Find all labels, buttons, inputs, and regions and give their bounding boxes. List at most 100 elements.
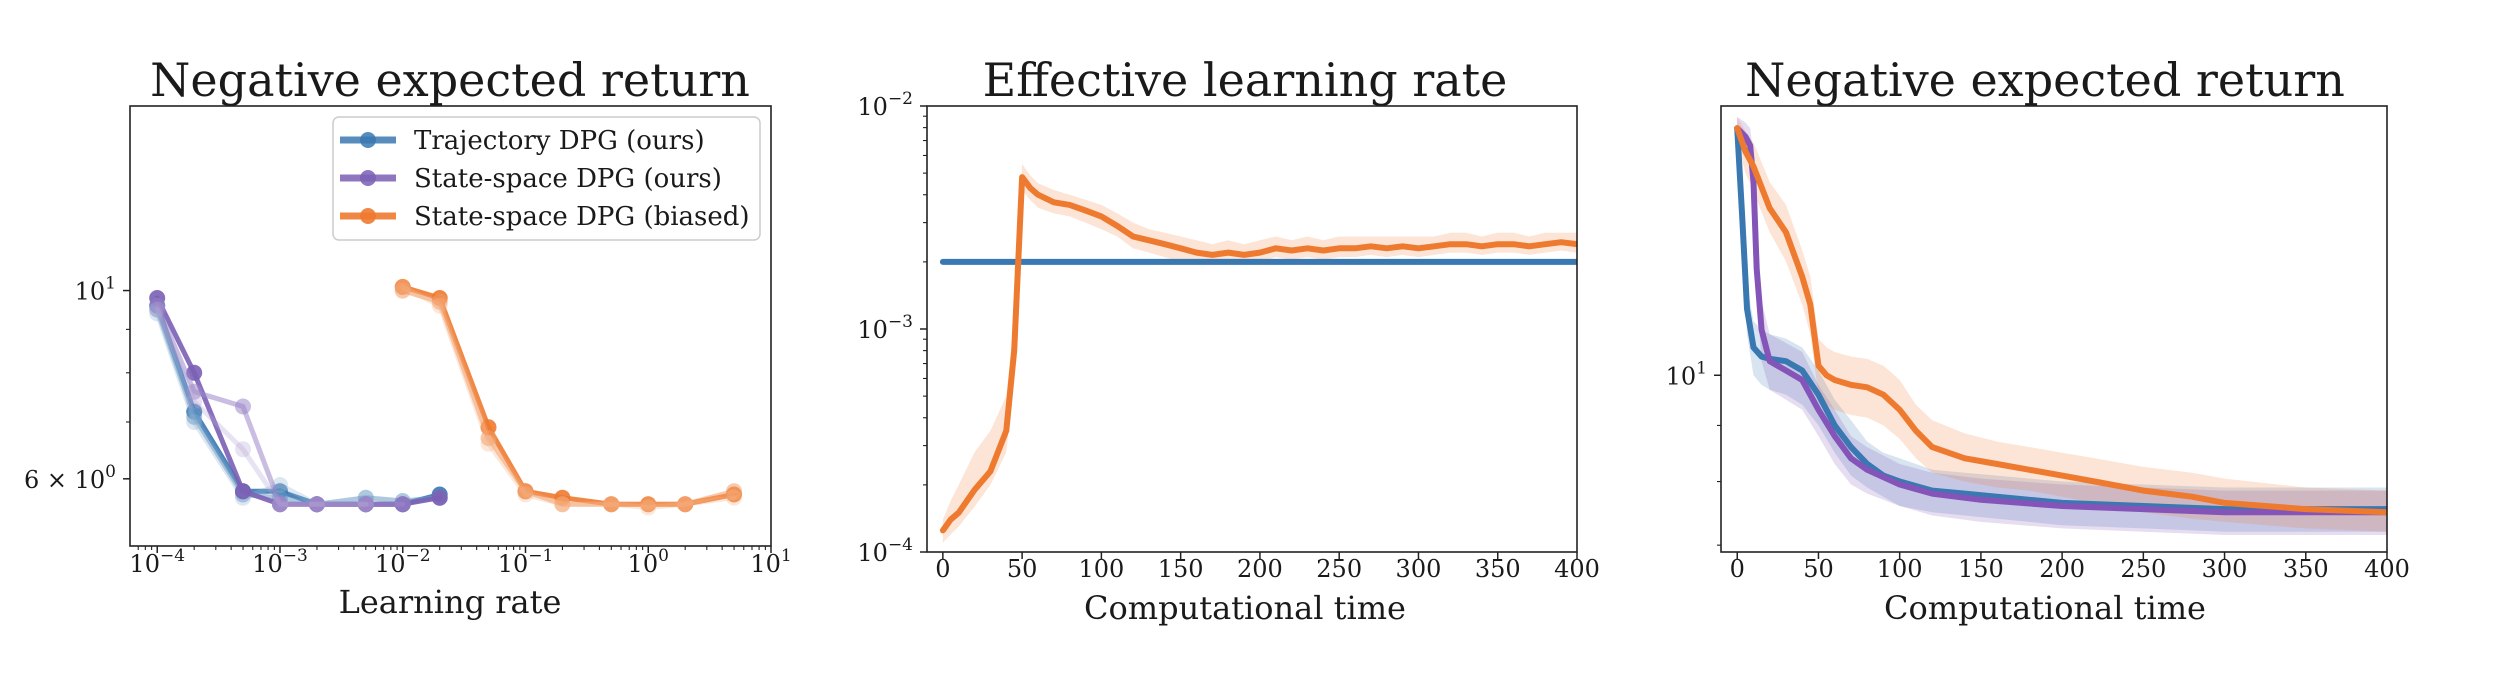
data-point [431, 297, 448, 314]
series-band-1 [1737, 116, 2387, 536]
series-band-2 [1737, 116, 2387, 532]
panel-learning-rate-sweep: Negative expected return Learning rate 1… [24, 53, 792, 621]
data-point [517, 486, 534, 503]
x-tick-label: 100 [1877, 555, 1923, 583]
x-tick-label: 400 [2364, 555, 2410, 583]
series-band-0 [1737, 116, 2387, 532]
legend-label: State-space DPG (ours) [414, 164, 722, 194]
data-point [554, 496, 571, 513]
data-point [149, 301, 166, 318]
data-point [640, 499, 657, 516]
plot-area [149, 278, 742, 516]
data-point [431, 489, 448, 506]
data-point [357, 496, 374, 513]
axes-frame [129, 105, 772, 547]
x-tick-label: 50 [1007, 555, 1038, 583]
plot-area [939, 163, 1577, 543]
x-axis-label: Computational time [1084, 589, 1406, 627]
data-point [186, 393, 203, 410]
data-point [726, 489, 742, 506]
legend: Trajectory DPG (ours) State-space DPG (o… [332, 116, 761, 241]
data-point [186, 408, 203, 425]
series-line-1 [939, 174, 1577, 534]
x-tick-label: 250 [2120, 555, 2166, 583]
x-tick-label: 250 [1316, 555, 1362, 583]
series-line-2 [1734, 125, 2387, 516]
axes-frame [1720, 105, 2388, 553]
data-point [640, 496, 657, 513]
data-point [308, 496, 325, 513]
x-tick-label: 100 [1078, 555, 1124, 583]
y-tick-label: 10−2 [857, 89, 913, 121]
y-tick-label: 10−3 [857, 312, 913, 344]
series-layer [939, 163, 1577, 543]
legend-entry-biased: State-space DPG (biased) [340, 202, 750, 232]
y-tick-label: 10−4 [857, 535, 913, 567]
series-line-6 [400, 284, 737, 507]
legend-swatch-marker [360, 208, 376, 224]
data-point [235, 483, 251, 500]
x-axis-label: Learning rate [339, 583, 562, 621]
legend-frame [332, 116, 761, 241]
y-tick-label: 6 × 100 [24, 462, 116, 494]
data-point [149, 297, 166, 314]
data-point [186, 414, 203, 430]
y-tick-label: 101 [1666, 358, 1707, 390]
x-tick-label: 200 [2039, 555, 2085, 583]
legend-label: State-space DPG (biased) [414, 202, 750, 232]
panel-title: Negative expected return [150, 53, 750, 107]
data-point [394, 278, 411, 295]
legend-swatch-marker [360, 170, 376, 186]
data-point [186, 383, 203, 400]
x-tick-label: 150 [1158, 555, 1204, 583]
data-point [603, 496, 620, 513]
data-point [394, 496, 411, 513]
data-point [480, 430, 497, 447]
x-tick-label: 150 [1958, 555, 2004, 583]
panel-title: Effective learning rate [983, 53, 1508, 107]
x-tick-label: 50 [1803, 555, 1834, 583]
data-point [357, 496, 374, 513]
series-line-8 [400, 284, 737, 510]
panel-effective-learning-rate: Effective learning rate Computational ti… [857, 53, 1600, 627]
x-tick-label: 10−4 [129, 546, 185, 578]
x-tick-label: 10−1 [498, 546, 554, 578]
series-line-0 [1734, 125, 2387, 513]
x-tick-label: 300 [2202, 555, 2248, 583]
legend-entry-statespace: State-space DPG (ours) [340, 164, 722, 194]
x-tick-label: 10−3 [252, 546, 308, 578]
x-tick-label: 0 [935, 555, 950, 583]
y-tick-label: 101 [75, 274, 116, 306]
data-point [726, 483, 742, 500]
panel-return-vs-time: Negative expected return Computational t… [1666, 53, 2410, 627]
series-line-7 [400, 288, 737, 507]
legend-entry-trajectory: Trajectory DPG (ours) [340, 126, 705, 156]
plot-area [1734, 116, 2387, 536]
data-point [272, 496, 288, 513]
data-point [603, 496, 620, 513]
data-point [677, 496, 694, 513]
series-line-5 [154, 307, 369, 507]
x-tick-label: 100 [628, 546, 669, 578]
x-tick-label: 400 [1554, 555, 1600, 583]
data-point [272, 496, 288, 513]
data-point [235, 398, 251, 415]
legend-label: Trajectory DPG (ours) [414, 126, 705, 156]
x-tick-label: 10−2 [375, 546, 431, 578]
data-point [480, 435, 497, 452]
series-band-1 [942, 163, 1577, 543]
panel-title: Negative expected return [1745, 53, 2345, 107]
data-point [235, 441, 251, 458]
series-layer [149, 278, 742, 516]
x-tick-label: 0 [1730, 555, 1745, 583]
x-tick-label: 300 [1396, 555, 1442, 583]
data-point [431, 293, 448, 310]
data-point [308, 496, 325, 513]
data-point [554, 496, 571, 513]
series-layer [1734, 116, 2387, 536]
x-tick-label: 350 [2283, 555, 2329, 583]
series-line-1 [1734, 125, 2387, 516]
data-point [517, 483, 534, 500]
x-tick-label: 101 [750, 546, 791, 578]
